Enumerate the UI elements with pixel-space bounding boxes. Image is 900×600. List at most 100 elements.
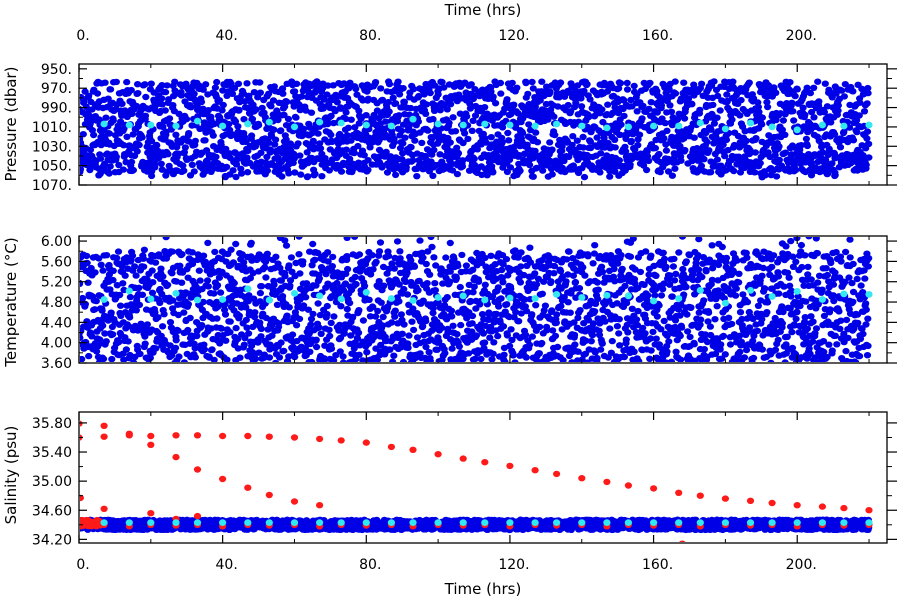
pressure-raw-point [134, 81, 142, 88]
temperature-raw-point [385, 252, 393, 260]
pressure-raw-point [355, 159, 363, 166]
pressure-raw-outlier [721, 152, 729, 160]
pressure-raw-point [671, 165, 679, 172]
temperature-raw-point [101, 330, 109, 337]
pressure-raw-point [662, 147, 671, 154]
temperature-raw-point [651, 292, 659, 299]
temperature-raw-point [652, 286, 660, 293]
pressure-mean-point [603, 124, 611, 132]
temperature-raw-point [324, 258, 332, 265]
pressure-raw-outlier [767, 171, 775, 179]
pressure-raw-point [129, 131, 137, 138]
temperature-raw-point [488, 356, 496, 362]
pressure-raw-point [806, 89, 815, 97]
pressure-raw-point [688, 101, 696, 108]
temperature-raw-point [593, 354, 601, 362]
pressure-raw-point [177, 92, 185, 99]
temperature-raw-point [315, 275, 323, 282]
pressure-raw-outlier [128, 152, 136, 159]
temperature-raw-point [85, 352, 93, 360]
temperature-raw-point [286, 282, 294, 289]
temperature-raw-point [191, 345, 199, 352]
pressure-raw-outlier [363, 168, 371, 175]
pressure-raw-point [141, 81, 149, 88]
temperature-raw-point [168, 248, 176, 255]
pressure-raw-point [293, 80, 301, 88]
pressure-raw-point [531, 103, 540, 111]
pressure-raw-point [617, 121, 625, 128]
temperature-raw-point [391, 313, 399, 320]
pressure-raw-point [332, 91, 340, 99]
pressure-y-tick-label: 1070. [32, 178, 72, 194]
temperature-raw-point [574, 348, 582, 355]
temperature-raw-point [564, 299, 572, 306]
pressure-raw-outlier [807, 172, 816, 179]
temperature-raw-point [235, 312, 243, 319]
pressure-raw-point [791, 92, 799, 100]
temperature-raw-point [665, 338, 673, 345]
pressure-raw-point [532, 129, 540, 136]
temperature-raw-point [431, 287, 439, 294]
pressure-raw-outlier [471, 161, 479, 169]
temperature-raw-point [682, 283, 690, 291]
pressure-raw-point [690, 134, 698, 141]
temperature-raw-point [148, 267, 156, 274]
temperature-raw-point [499, 261, 507, 268]
temperature-raw-point [576, 307, 584, 314]
temperature-raw-point [601, 318, 609, 325]
pressure-raw-point [763, 98, 771, 106]
temperature-raw-point [683, 311, 691, 318]
temperature-raw-point [350, 345, 358, 352]
temperature-raw-point [80, 334, 84, 342]
temperature-raw-point [180, 309, 188, 316]
pressure-raw-point [382, 148, 390, 156]
pressure-raw-outlier [865, 154, 873, 161]
temperature-raw-point [92, 297, 100, 305]
pressure-raw-point [426, 89, 434, 97]
pressure-raw-point [390, 139, 398, 146]
temperature-raw-point [481, 254, 489, 262]
temperature-raw-point [109, 276, 117, 284]
pressure-raw-point [329, 82, 337, 89]
temperature-raw-point [159, 323, 167, 330]
temperature-raw-point [666, 272, 674, 279]
temperature-raw-point [634, 307, 642, 315]
pressure-raw-point [789, 108, 797, 115]
temperature-raw-point [581, 272, 589, 279]
temperature-raw-point [246, 274, 254, 282]
temperature-raw-point [666, 281, 674, 288]
pressure-raw-point [724, 146, 732, 154]
temperature-raw-point [309, 310, 317, 318]
temperature-raw-point [330, 313, 338, 320]
temperature-raw-point [535, 350, 544, 357]
pressure-raw-point [102, 114, 110, 121]
pressure-raw-point [863, 100, 871, 107]
pressure-raw-point [185, 130, 193, 137]
temperature-raw-point [597, 346, 605, 353]
pressure-raw-outlier [788, 152, 796, 159]
pressure-raw-point [633, 91, 641, 98]
pressure-raw-point [834, 107, 842, 114]
temperature-raw-point [120, 356, 128, 362]
pressure-raw-point [409, 157, 417, 164]
temperature-raw-point [390, 265, 398, 272]
pressure-raw-point [382, 118, 390, 125]
pressure-raw-point [564, 89, 573, 96]
temperature-raw-point [540, 278, 548, 285]
pressure-y-tick-label: 950. [41, 62, 72, 78]
temperature-raw-point [245, 292, 253, 299]
temperature-raw-point [422, 317, 430, 325]
pressure-raw-point [802, 135, 811, 143]
pressure-raw-point [147, 80, 155, 87]
temperature-raw-point [80, 294, 87, 302]
pressure-raw-point [405, 111, 413, 118]
pressure-raw-outlier [725, 157, 734, 164]
temperature-raw-point [617, 252, 625, 259]
pressure-raw-outlier [596, 169, 604, 176]
pressure-raw-point [343, 132, 351, 139]
temperature-raw-point [512, 308, 520, 316]
temperature-raw-point [687, 304, 695, 311]
pressure-raw-point [105, 130, 113, 137]
pressure-mean-point [244, 120, 252, 128]
pressure-raw-point [723, 97, 732, 105]
